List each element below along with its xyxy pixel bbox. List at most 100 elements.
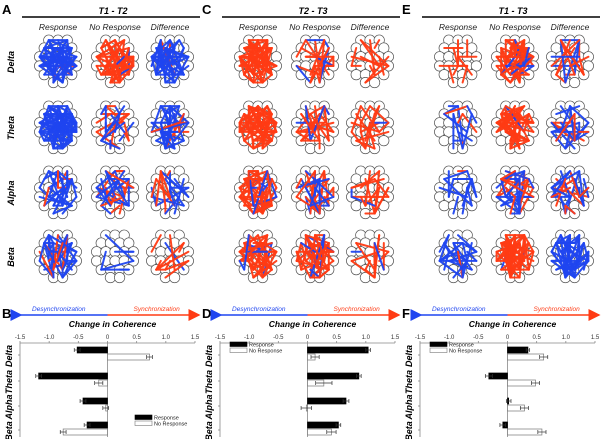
column-label: Difference [351,22,390,32]
connection-line [457,113,464,124]
panel-letter: B [2,306,11,321]
electrode [470,60,482,72]
category-label: Theta [204,370,214,394]
connection-line [38,105,50,133]
x-tick-label: -0.5 [473,335,484,341]
connection-line [100,105,107,116]
connection-line [523,234,530,271]
connection-line [159,170,167,207]
electrode [438,200,450,212]
x-tick-label: 1.0 [362,335,371,341]
connection-line [150,234,162,253]
connection-line [238,242,264,262]
connection-line [243,242,255,279]
connection-line [169,105,190,124]
electrode [438,69,450,81]
bar-response [38,372,108,380]
electrode [378,42,390,54]
bar-response [307,397,347,405]
x-tick-label: -1.0 [244,335,255,341]
connection-line [461,186,469,215]
head-map [34,100,82,155]
connection-line [169,47,176,67]
connection-line [159,113,167,124]
connection-line [100,178,107,198]
connection-line [159,170,171,198]
connection-line [38,64,64,84]
connection-line [295,64,312,84]
connections [38,170,78,215]
connections [95,39,135,84]
connection-line [447,64,455,84]
connection-line [43,242,64,279]
connection-line [578,170,585,207]
category-label: Alpha [404,394,414,420]
connection-line [452,195,459,215]
connection-line [359,130,367,150]
connection-line [559,170,571,198]
connection-line [527,178,535,189]
head-map [434,229,482,284]
connection-line [257,170,264,207]
connection-line [238,121,246,142]
legend-swatch [429,341,448,347]
connection-line [550,130,567,150]
connections [438,170,478,215]
connection-line [66,39,73,76]
connection-line [523,113,530,133]
connection-line [38,55,78,67]
x-tick-label: 1.5 [591,335,600,341]
chart-title: Change in Coherence [469,319,557,329]
electrode [438,135,450,147]
connection-line [95,113,112,124]
connections [295,234,335,279]
connection-line [495,195,521,215]
connection-line [509,39,526,50]
connections [150,105,190,150]
electrode [569,76,581,89]
connection-line [500,55,526,76]
connection-line [500,73,512,84]
connections [443,105,478,150]
x-tick-label: -0.5 [273,335,284,341]
connection-line [318,268,330,279]
connection-line [100,259,135,271]
head-map [491,229,539,284]
connection-line [252,259,278,279]
sync-label: Synchronization [334,306,381,313]
connection-line [578,55,585,76]
connection-line [373,39,381,50]
bar-chart-F: F Desynchronization Synchronization Change … [402,306,601,439]
connection-line [114,170,126,198]
head-map [291,34,339,89]
x-tick-label: 0.5 [332,335,341,341]
head-map [234,100,282,155]
connection-line [564,39,581,84]
connection-line [164,242,185,271]
connection-line [38,195,73,207]
connection-line [369,39,376,76]
connection-line [243,178,250,189]
connection-line [350,178,376,189]
connection-line [314,55,335,67]
connection-line [266,105,278,133]
connection-line [355,242,376,271]
legend-swatch [429,347,448,353]
connection-line [550,186,571,198]
connection-line [504,242,512,262]
head-map [91,34,139,89]
head-map [491,165,539,220]
connection-line [578,186,590,198]
column-label: Difference [551,22,590,32]
connection-line [452,64,459,76]
connection-line [373,242,385,271]
legend-swatch [229,341,248,347]
connection-line [447,178,455,198]
connection-line [52,242,64,271]
connection-line [100,204,112,215]
connection-line [150,178,158,198]
x-tick-label: -0.5 [73,335,84,341]
row-label: Alpha [6,180,16,206]
connection-line [114,39,121,84]
connection-line [104,170,130,207]
